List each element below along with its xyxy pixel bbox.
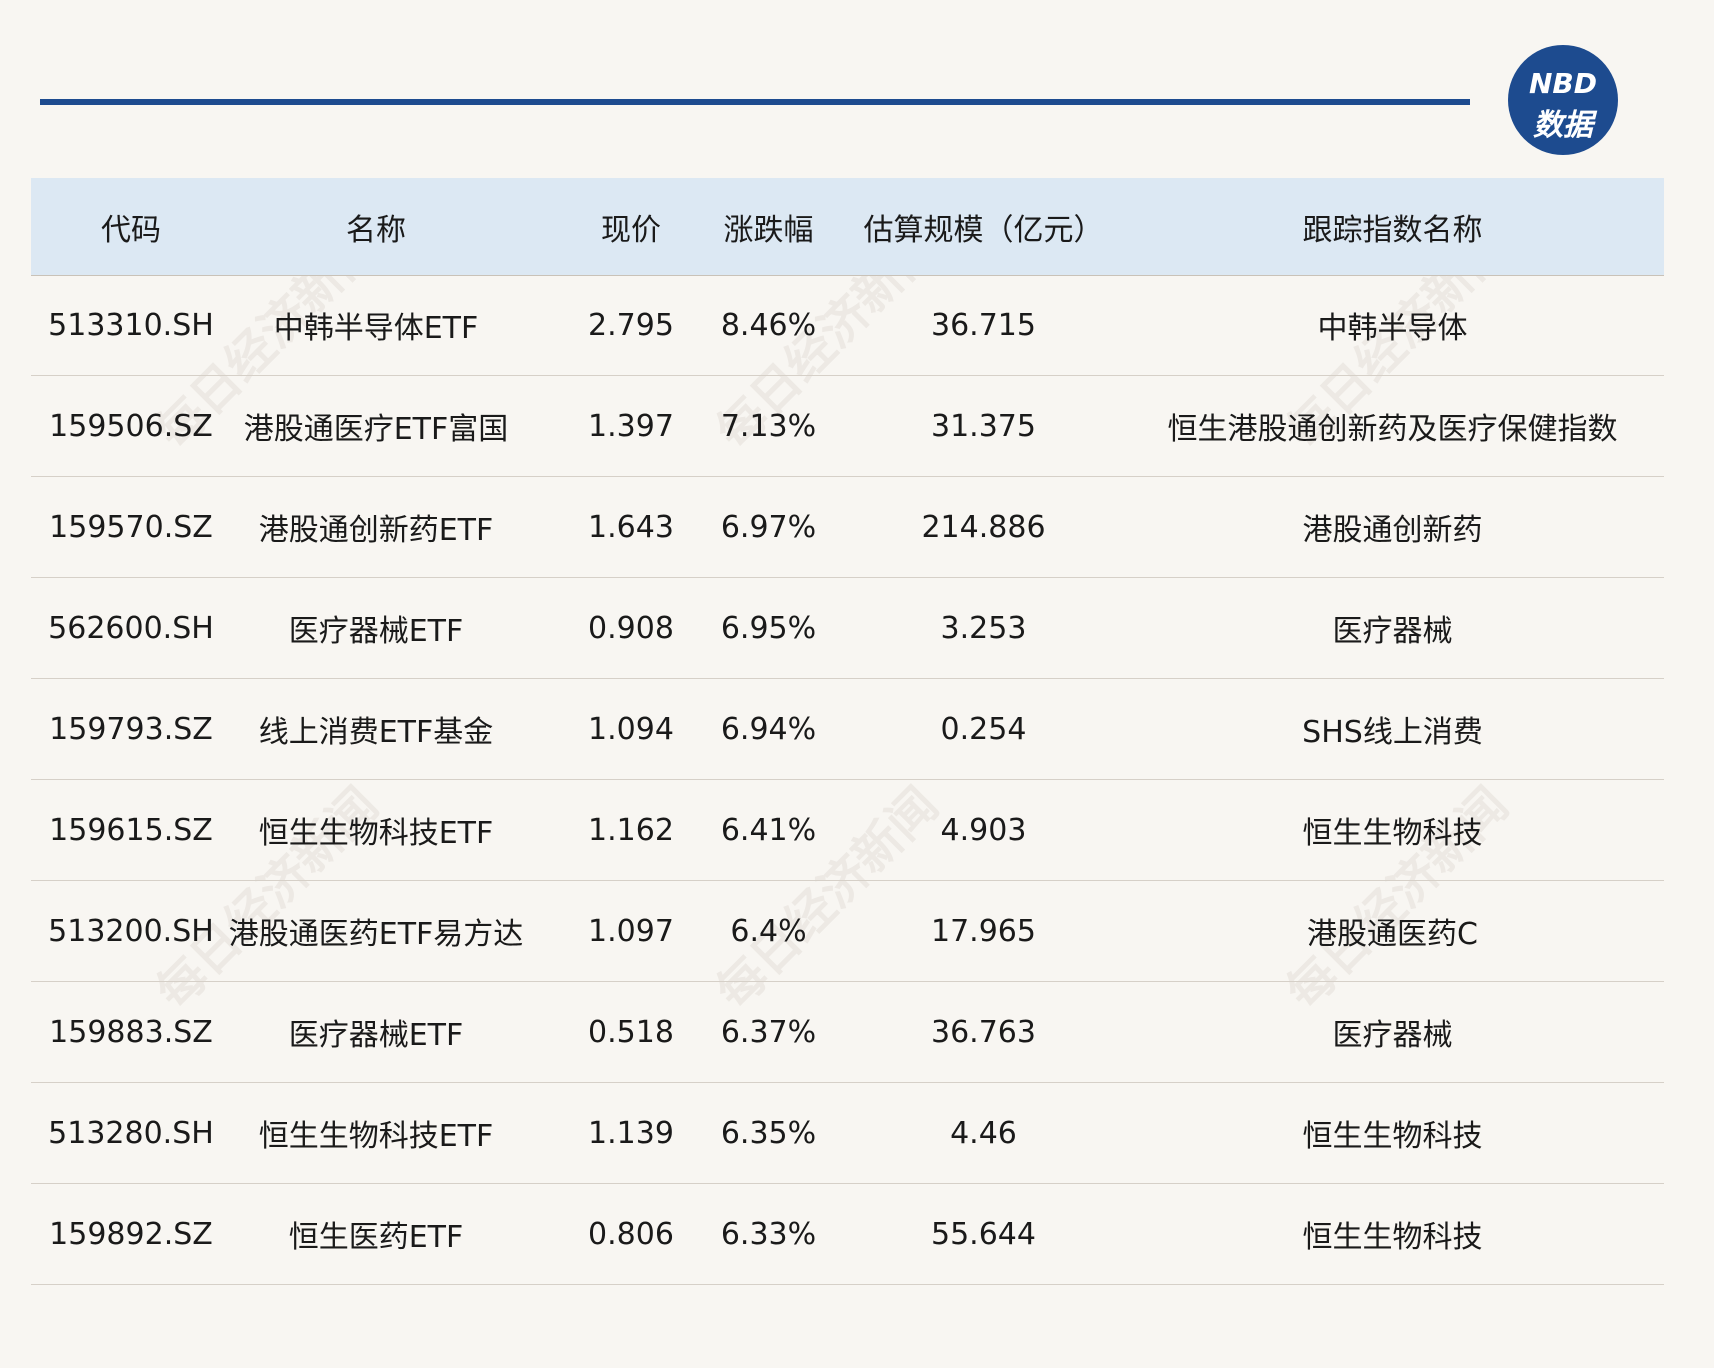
table-row: 513280.SH 恒生生物科技ETF 1.139 6.35% 4.46 恒生生物科技 (31, 1083, 1664, 1184)
table-cell: 中韩半导体ETF (273, 311, 479, 346)
table-cell: 恒生生物科技ETF (258, 1119, 494, 1154)
logo-bottom: 数据 (1533, 108, 1593, 143)
table-row: 513310.SH 中韩半导体ETF 2.795 8.46% 36.715 中韩半导体 (31, 275, 1664, 376)
table-cell: 0.806 (588, 1216, 674, 1252)
table-cell: 线上消费ETF基金 (258, 715, 494, 750)
table-cell: 159883.SZ (49, 1014, 213, 1050)
table-cell: 36.715 (931, 307, 1036, 343)
logo-top: NBD (1528, 67, 1598, 100)
table-cell: 港股通创新药 (1302, 513, 1483, 548)
table-cell: 0.254 (940, 711, 1027, 747)
table-cell: 港股通医药C (1307, 917, 1478, 952)
header-cell: 名称 (346, 212, 406, 248)
table-cell: 医疗器械 (1332, 614, 1453, 649)
table-cell: 7.13% (720, 408, 817, 444)
table-cell: 恒生港股通创新药及医疗保健指数 (1167, 412, 1618, 447)
table-cell: 17.965 (931, 913, 1036, 949)
table-cell: 1.139 (588, 1115, 674, 1151)
table-cell: 恒生生物科技 (1302, 1220, 1483, 1255)
logo: NBD 数据 (1508, 45, 1618, 155)
table-cell: 恒生生物科技 (1302, 816, 1483, 851)
table-cell: 6.94% (720, 711, 817, 747)
table-cell: 医疗器械ETF (288, 614, 464, 649)
table-cell: 6.37% (720, 1014, 817, 1050)
table-cell: 6.95% (720, 610, 817, 646)
table-cell: 6.41% (720, 812, 817, 848)
header-cell: 跟踪指数名称 (1302, 212, 1483, 248)
table-row: 159892.SZ 恒生医药ETF 0.806 6.33% 55.644 恒生生物科技 (31, 1184, 1664, 1285)
header-cell: 现价 (601, 212, 661, 248)
header-row: 代码 名称 现价 涨跌幅 估算规模（亿元） 跟踪指数名称 (31, 178, 1664, 276)
table-cell: 513200.SH (48, 913, 214, 949)
table-cell: SHS线上消费 (1302, 715, 1483, 750)
table-cell: 恒生生物科技ETF (258, 816, 494, 851)
table-cell: 513280.SH (48, 1115, 214, 1151)
table-cell: 6.97% (720, 509, 817, 545)
header-cell: 代码 (101, 212, 161, 248)
table-row: 159883.SZ 医疗器械ETF 0.518 6.37% 36.763 医疗器械 (31, 982, 1664, 1083)
table-cell: 55.644 (931, 1216, 1036, 1252)
table-row: 159570.SZ 港股通创新药ETF 1.643 6.97% 214.886 港股通创新… (31, 477, 1664, 578)
table-cell: 0.908 (588, 610, 674, 646)
table-cell: 1.643 (588, 509, 674, 545)
table-cell: 8.46% (720, 307, 817, 343)
header-cell: 估算规模（亿元） (863, 212, 1104, 248)
table-cell: 1.397 (588, 408, 674, 444)
table-cell: 医疗器械 (1332, 1018, 1453, 1053)
table-cell: 4.903 (940, 812, 1027, 848)
table-cell: 159506.SZ (49, 408, 213, 444)
table-cell: 1.094 (588, 711, 674, 747)
top-rule (40, 99, 1470, 105)
table-cell: 恒生医药ETF (288, 1220, 464, 1255)
table-cell: 恒生生物科技 (1302, 1119, 1483, 1154)
table-row: 513200.SH 港股通医药ETF易方达 1.097 6.4% 17.965 港股通医药… (31, 881, 1664, 982)
table-cell: 3.253 (940, 610, 1027, 646)
table-cell: 6.33% (720, 1216, 817, 1252)
table-row: 159506.SZ 港股通医疗ETF富国 1.397 7.13% 31.375 恒生港股通… (31, 376, 1664, 477)
table-cell: 214.886 (921, 509, 1046, 545)
table-cell: 159793.SZ (49, 711, 213, 747)
table-cell: 1.097 (588, 913, 674, 949)
table-cell: 159892.SZ (49, 1216, 213, 1252)
table-cell: 6.35% (720, 1115, 817, 1151)
table-cell: 159570.SZ (49, 509, 213, 545)
table-cell: 港股通医药ETF易方达 (228, 917, 524, 952)
header-cell: 涨跌幅 (723, 212, 814, 248)
table-cell: 4.46 (950, 1115, 1017, 1151)
table-cell: 6.4% (730, 913, 807, 949)
table-cell: 1.162 (588, 812, 674, 848)
table-row: 159793.SZ 线上消费ETF基金 1.094 6.94% 0.254 SHS线上消费 (31, 679, 1664, 780)
table-row: 562600.SH 医疗器械ETF 0.908 6.95% 3.253 医疗器械 (31, 578, 1664, 679)
table-row: 159615.SZ 恒生生物科技ETF 1.162 6.41% 4.903 恒生生物科技 (31, 780, 1664, 881)
table-cell: 31.375 (931, 408, 1036, 444)
table-cell: 159615.SZ (49, 812, 213, 848)
table-cell: 36.763 (931, 1014, 1036, 1050)
table-cell: 0.518 (588, 1014, 674, 1050)
table-cell: 513310.SH (48, 307, 214, 343)
table-cell: 港股通创新药ETF (258, 513, 494, 548)
table-cell: 中韩半导体 (1317, 311, 1468, 346)
table-cell: 港股通医疗ETF富国 (243, 412, 509, 447)
table-cell: 医疗器械ETF (288, 1018, 464, 1053)
table-cell: 562600.SH (48, 610, 214, 646)
table-cell: 2.795 (588, 307, 674, 343)
